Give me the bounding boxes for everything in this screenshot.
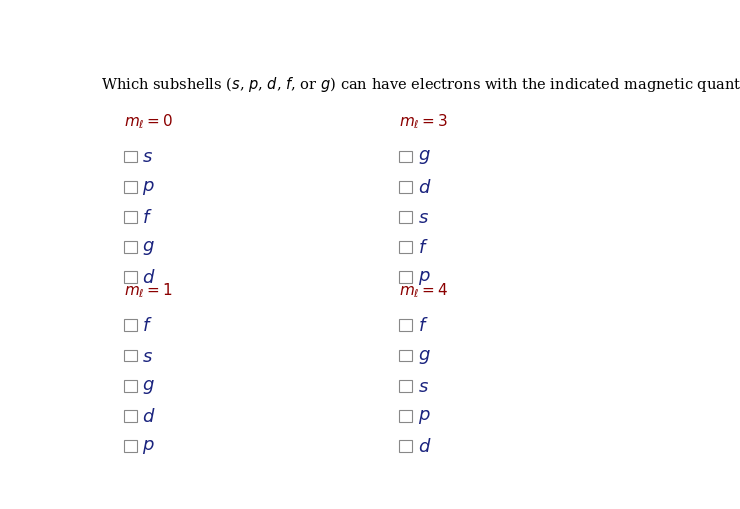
Text: $m_\ell = 0$: $m_\ell = 0$ [124, 112, 173, 131]
Bar [124, 380, 137, 392]
Text: $\mathit{d}$: $\mathit{d}$ [142, 407, 156, 425]
Text: $m_\ell = 4$: $m_\ell = 4$ [400, 281, 448, 300]
Bar [124, 410, 137, 422]
Bar [400, 242, 412, 253]
Bar [400, 380, 412, 392]
Text: $m_\ell = 3$: $m_\ell = 3$ [400, 112, 448, 131]
Text: $\mathit{f}$: $\mathit{f}$ [142, 209, 153, 227]
Text: $\mathit{g}$: $\mathit{g}$ [417, 347, 431, 365]
Bar [400, 410, 412, 422]
Text: $\mathit{p}$: $\mathit{p}$ [417, 407, 431, 425]
Text: $\mathit{s}$: $\mathit{s}$ [142, 347, 153, 365]
Bar [400, 181, 412, 193]
Bar [124, 242, 137, 253]
Bar [400, 320, 412, 331]
Bar [400, 212, 412, 223]
Text: Which subshells ($s$, $p$, $d$, $f$, or $g$) can have electrons with the indicat: Which subshells ($s$, $p$, $d$, $f$, or … [101, 75, 740, 94]
Bar [124, 272, 137, 284]
Text: $\mathit{d}$: $\mathit{d}$ [417, 437, 431, 456]
Bar [400, 151, 412, 163]
Bar [400, 272, 412, 284]
Text: $\mathit{d}$: $\mathit{d}$ [417, 178, 431, 196]
Bar [124, 440, 137, 452]
Text: $\mathit{p}$: $\mathit{p}$ [142, 437, 155, 456]
Text: $\mathit{p}$: $\mathit{p}$ [142, 178, 155, 196]
Text: $\mathit{g}$: $\mathit{g}$ [142, 377, 155, 395]
Text: $\mathit{s}$: $\mathit{s}$ [417, 209, 428, 227]
Text: $\mathit{s}$: $\mathit{s}$ [417, 377, 428, 395]
Bar [400, 440, 412, 452]
Text: $\mathit{p}$: $\mathit{p}$ [417, 269, 431, 287]
Text: $\mathit{g}$: $\mathit{g}$ [142, 239, 155, 257]
Bar [124, 151, 137, 163]
Bar [400, 350, 412, 362]
Bar [124, 181, 137, 193]
Text: $\mathit{f}$: $\mathit{f}$ [417, 239, 428, 257]
Text: $\mathit{s}$: $\mathit{s}$ [142, 148, 153, 166]
Text: $\mathit{f}$: $\mathit{f}$ [417, 317, 428, 334]
Bar [124, 320, 137, 331]
Text: $\mathit{f}$: $\mathit{f}$ [142, 317, 153, 334]
Bar [124, 350, 137, 362]
Text: $\mathit{d}$: $\mathit{d}$ [142, 269, 156, 287]
Text: $m_\ell = 1$: $m_\ell = 1$ [124, 281, 172, 300]
Text: $\mathit{g}$: $\mathit{g}$ [417, 148, 431, 166]
Bar [124, 212, 137, 223]
